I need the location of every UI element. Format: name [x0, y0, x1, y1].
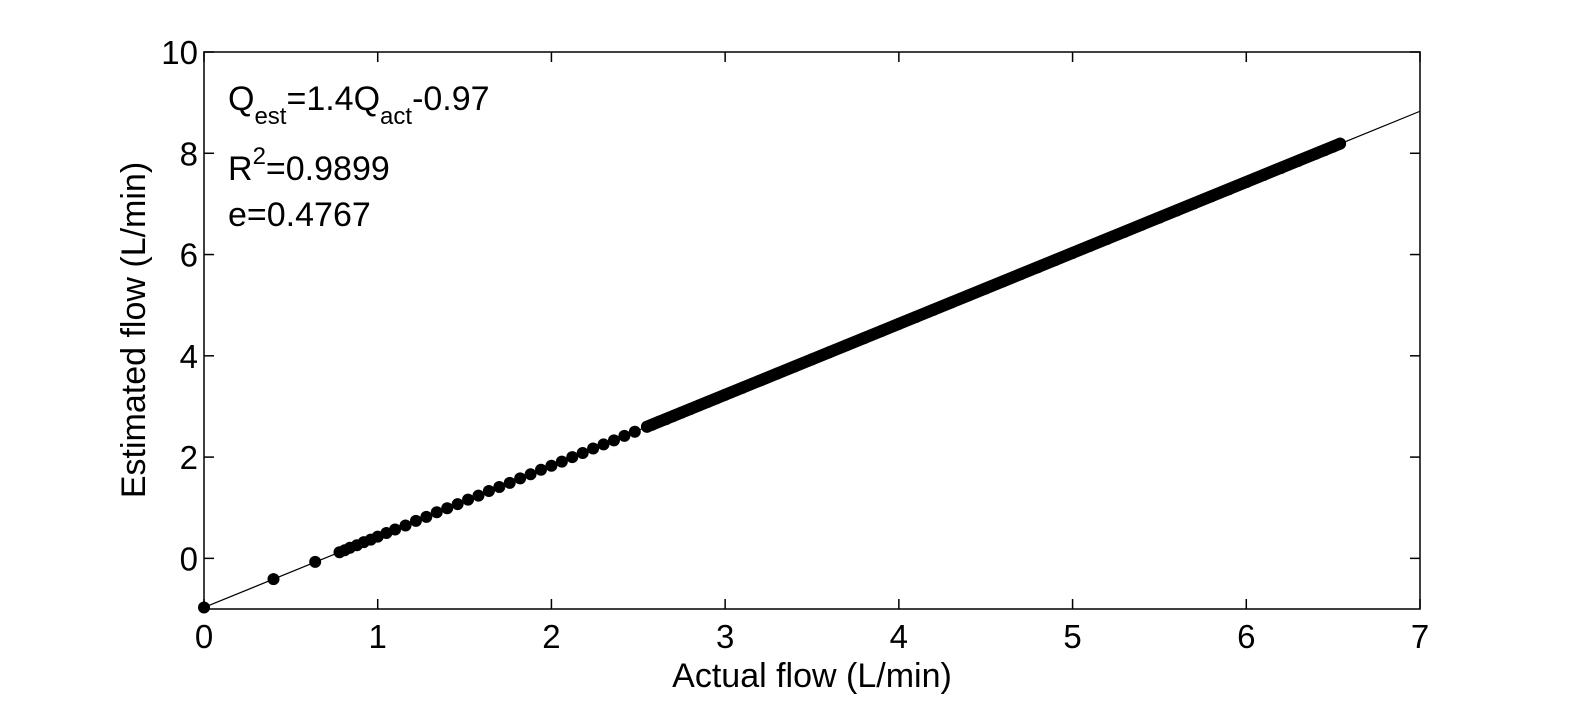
axis-ticks — [203, 51, 1421, 609]
data-point — [545, 459, 558, 472]
r-squared-value: =0.9899 — [266, 150, 390, 188]
data-point — [493, 480, 506, 493]
equation-sub-act: act — [380, 103, 412, 130]
x-tick-label: 2 — [542, 618, 560, 655]
y-tick-label: 8 — [180, 135, 198, 172]
data-point — [267, 573, 280, 586]
r-squared-base: R — [228, 150, 253, 188]
data-point — [430, 506, 443, 519]
equation-intercept: -0.97 — [412, 80, 490, 118]
y-tick-label: 6 — [180, 237, 198, 274]
y-tick-label: 10 — [161, 34, 198, 71]
data-point — [618, 429, 631, 442]
y-axis-label: Estimated flow (L/min) — [115, 162, 153, 498]
data-point — [389, 523, 402, 536]
data-point — [451, 498, 464, 511]
data-point — [607, 434, 620, 447]
data-point — [587, 442, 600, 455]
data-point — [482, 485, 495, 498]
data-point — [503, 476, 516, 489]
data-point — [566, 451, 579, 464]
data-point — [309, 555, 322, 568]
x-tick-label: 3 — [716, 618, 734, 655]
y-tick-labels: 0 2 4 6 8 10 — [161, 34, 198, 577]
x-tick-label: 5 — [1063, 618, 1081, 655]
plot-area — [203, 51, 1421, 610]
annotation-box: Qest=1.4Qact-0.97 R2=0.9899 e=0.4767 — [228, 80, 490, 234]
r-squared-sup: 2 — [253, 143, 266, 170]
data-point — [441, 502, 454, 515]
r-squared: R2=0.9899 — [228, 143, 390, 188]
x-axis-label: Actual flow (L/min) — [672, 657, 952, 695]
data-point — [472, 489, 485, 502]
y-tick-label: 2 — [180, 439, 198, 476]
data-point — [420, 510, 433, 523]
data-point — [524, 468, 537, 481]
data-point — [399, 519, 412, 532]
data-point — [409, 514, 422, 527]
data-point — [535, 463, 548, 476]
regression-equation: Qest=1.4Qact-0.97 — [228, 80, 490, 130]
x-tick-label: 0 — [195, 618, 213, 655]
x-tick-label: 7 — [1411, 618, 1429, 655]
x-tick-label: 6 — [1237, 618, 1255, 655]
data-point — [576, 447, 589, 460]
error-value: e=0.4767 — [228, 196, 371, 234]
x-tick-labels: 0 1 2 3 4 5 6 7 — [195, 618, 1429, 655]
data-point — [597, 438, 610, 451]
equation-sub-est: est — [254, 103, 286, 130]
data-point — [555, 455, 568, 468]
equation-slope: =1.4Q — [286, 80, 380, 118]
dense-point-band — [640, 137, 1347, 433]
x-tick-label: 4 — [890, 618, 908, 655]
data-point — [514, 472, 527, 485]
data-points — [198, 137, 1347, 614]
data-point — [462, 493, 475, 506]
data-point — [628, 425, 641, 438]
y-tick-label: 4 — [180, 338, 198, 375]
data-point — [198, 601, 210, 614]
equation-q-est: Q — [228, 80, 254, 118]
y-tick-label: 0 — [180, 540, 198, 577]
x-tick-label: 1 — [369, 618, 387, 655]
